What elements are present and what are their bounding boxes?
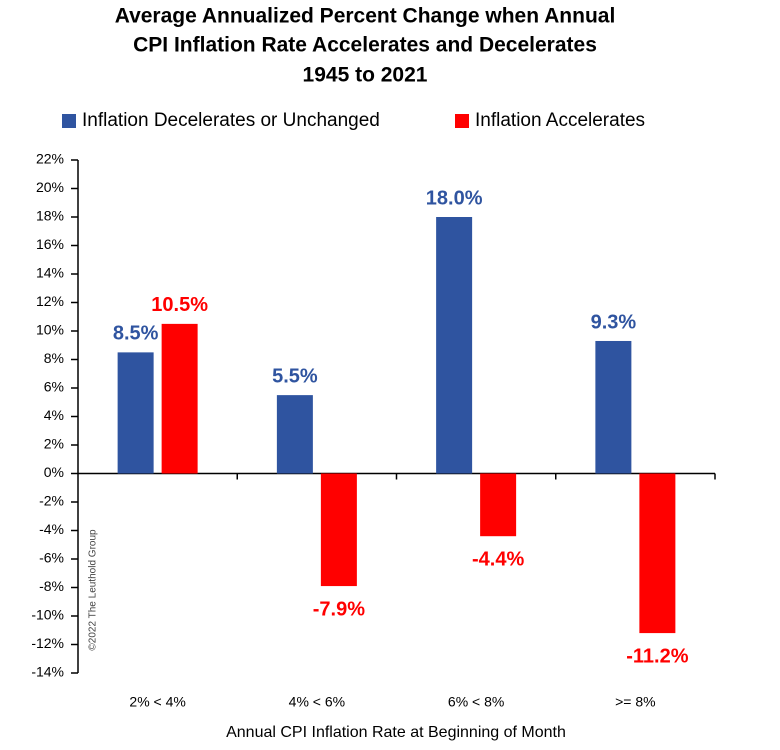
value-label: -4.4%	[472, 548, 524, 570]
y-tick-label: 18%	[36, 208, 64, 224]
bar	[436, 217, 473, 474]
value-label: -7.9%	[313, 598, 365, 620]
y-tick-label: 20%	[36, 179, 64, 195]
y-tick-label: 22%	[36, 151, 64, 167]
x-tick-label: 6% < 8%	[448, 694, 504, 710]
y-tick-label: 14%	[36, 265, 64, 281]
y-tick-label: 4%	[44, 407, 64, 423]
y-tick-label: -8%	[39, 578, 64, 594]
y-tick-label: -6%	[39, 550, 64, 566]
value-label: 8.5%	[113, 323, 159, 345]
y-tick-label: -14%	[31, 664, 64, 680]
y-tick-label: -4%	[39, 521, 64, 537]
y-tick-label: 8%	[44, 350, 64, 366]
bar	[161, 323, 198, 474]
y-tick-label: 10%	[36, 322, 64, 338]
legend-label: Inflation Decelerates or Unchanged	[82, 110, 380, 131]
y-tick-label: -10%	[31, 607, 64, 623]
chart-title: 1945 to 2021	[303, 64, 428, 87]
bar	[276, 395, 313, 474]
value-label: 5.5%	[272, 365, 318, 387]
x-tick-label: 2% < 4%	[129, 694, 185, 710]
value-label: 9.3%	[591, 311, 637, 333]
y-tick-label: 0%	[44, 464, 64, 480]
legend-label: Inflation Accelerates	[475, 110, 645, 131]
x-tick-label: 4% < 6%	[289, 694, 345, 710]
bar	[639, 473, 676, 634]
x-axis-title: Annual CPI Inflation Rate at Beginning o…	[226, 724, 566, 741]
chart-title: CPI Inflation Rate Accelerates and Decel…	[133, 34, 597, 57]
legend-swatch	[455, 114, 469, 128]
y-tick-label: 12%	[36, 293, 64, 309]
y-tick-label: -12%	[31, 635, 64, 651]
bar	[117, 352, 154, 474]
legend-swatch	[62, 114, 76, 128]
value-label: -11.2%	[626, 645, 688, 667]
bar	[480, 473, 517, 537]
bar	[595, 340, 632, 474]
y-tick-label: -2%	[39, 493, 64, 509]
chart-title: Average Annualized Percent Change when A…	[115, 5, 616, 28]
y-tick-label: 16%	[36, 236, 64, 252]
x-tick-label: >= 8%	[615, 694, 655, 710]
annotation: ©2022 The Leuthold Group	[88, 529, 99, 651]
value-label: 18.0%	[426, 187, 483, 209]
bar	[320, 473, 357, 587]
y-tick-label: 6%	[44, 379, 64, 395]
value-label: 10.5%	[151, 294, 208, 316]
y-tick-label: 2%	[44, 436, 64, 452]
